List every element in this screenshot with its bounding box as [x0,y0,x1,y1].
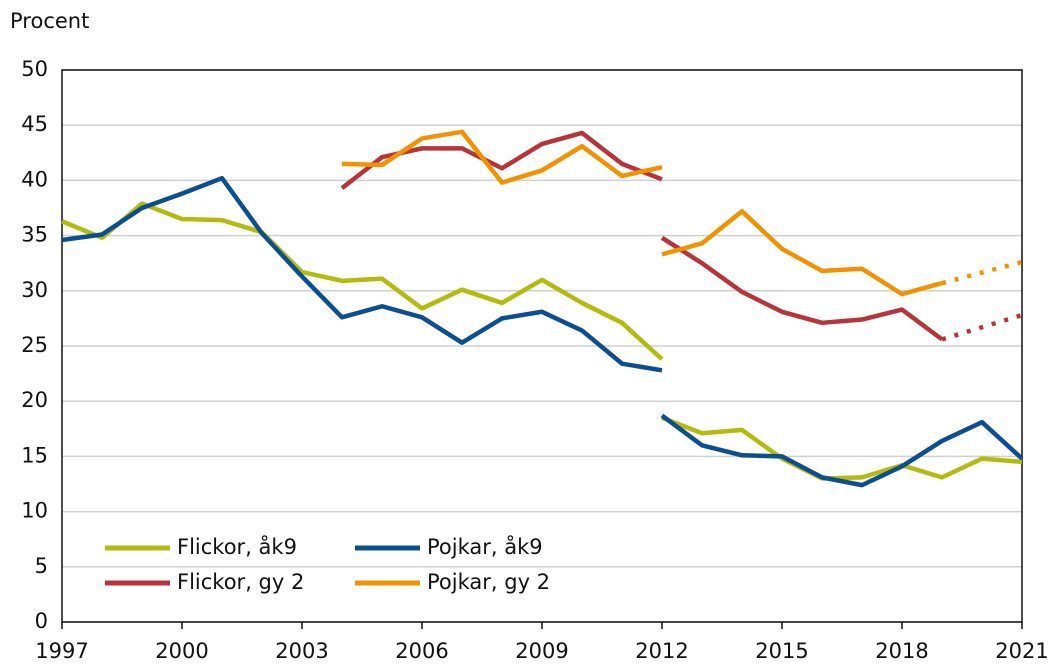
x-tick-label: 2012 [635,639,688,663]
y-tick-label: 25 [21,333,48,357]
projection-line [941,312,1023,342]
y-tick-label: 5 [35,554,48,578]
x-tick-label: 2003 [275,639,328,663]
y-tick-label: 15 [21,443,48,467]
y-tick-label: 45 [21,112,48,136]
x-tick-label: 2009 [515,639,568,663]
x-tick-label: 2021 [995,639,1048,663]
y-tick-label: 35 [21,223,48,247]
series-line [341,129,943,297]
x-tick-label: 1997 [35,639,88,663]
projection-line [941,259,1023,286]
series-line [61,175,1024,488]
x-tick-label: 2018 [875,639,928,663]
series-line [61,201,1023,481]
x-tick-label: 2006 [395,639,448,663]
legend-label: Pojkar, åk9 [427,534,543,559]
y-tick-label: 30 [21,278,48,302]
legend-label: Pojkar, gy 2 [427,570,550,594]
y-tick-label: 20 [21,388,48,412]
y-axis-label: Procent [10,9,89,33]
legend-label: Flickor, gy 2 [177,570,304,594]
y-tick-label: 10 [21,499,48,523]
y-tick-label: 0 [35,609,48,633]
y-tick-label: 40 [21,167,48,191]
y-tick-label: 50 [21,57,48,81]
x-tick-label: 2000 [155,639,208,663]
legend-label: Flickor, åk9 [177,534,297,559]
x-tick-label: 2015 [755,639,808,663]
